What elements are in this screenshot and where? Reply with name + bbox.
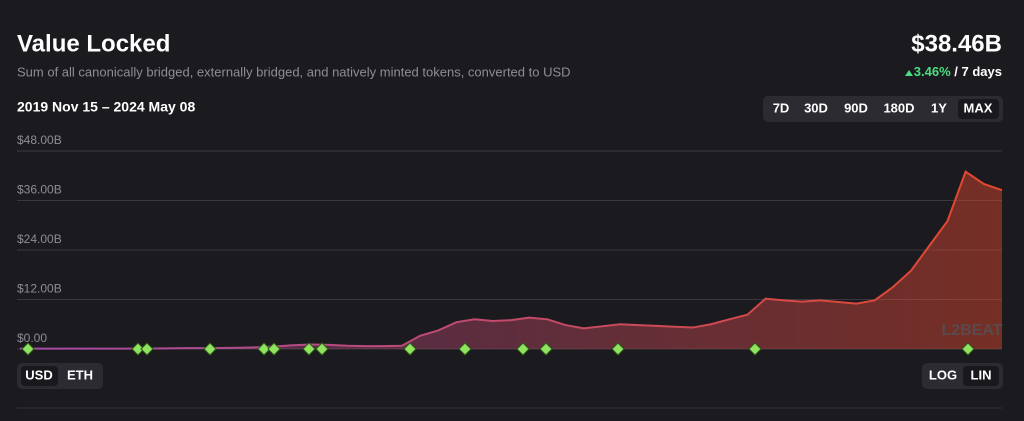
watermark: L2BEAT (941, 322, 1002, 339)
y-tick-label: $48.00B (17, 133, 62, 147)
event-marker[interactable] (302, 342, 316, 356)
event-marker[interactable] (748, 342, 762, 356)
range-button[interactable]: MAX (964, 100, 993, 115)
change-period: / 7 days (954, 64, 1002, 79)
event-marker[interactable] (140, 342, 154, 356)
event-marker[interactable] (21, 342, 35, 356)
event-marker[interactable] (267, 342, 281, 356)
event-marker[interactable] (539, 342, 553, 356)
event-marker[interactable] (961, 342, 975, 356)
plot: $0.00 $12.00B $24.00B $36.00B $48.00B (17, 133, 1003, 350)
title: Value Locked (17, 30, 170, 57)
event-marker[interactable] (203, 342, 217, 356)
total-value: $38.46B (911, 30, 1002, 57)
scale-button[interactable]: LIN (971, 367, 992, 382)
up-arrow (905, 70, 913, 76)
unit-active (21, 366, 58, 386)
event-markers (21, 342, 975, 356)
range-button[interactable]: 180D (883, 100, 914, 115)
event-marker[interactable] (403, 342, 417, 356)
y-tick-label: $36.00B (17, 183, 62, 197)
y-tick-label: $24.00B (17, 232, 62, 246)
scale-button[interactable]: LOG (929, 367, 957, 382)
range-button[interactable]: 30D (804, 100, 828, 115)
event-marker[interactable] (257, 342, 271, 356)
y-tick-label: $12.00B (17, 282, 62, 296)
range-active (958, 99, 999, 119)
subtitle: Sum of all canonically bridged, external… (17, 64, 571, 79)
area (20, 171, 1002, 349)
event-marker[interactable] (458, 342, 472, 356)
scale-active (963, 366, 999, 386)
event-marker[interactable] (516, 342, 530, 356)
event-marker[interactable] (315, 342, 329, 356)
line (20, 170, 1003, 350)
range-group (763, 96, 1003, 122)
change-percent: 3.46% (914, 64, 951, 79)
date-range: 2019 Nov 15 – 2024 May 08 (17, 99, 195, 115)
unit-button[interactable]: ETH (67, 367, 93, 382)
unit-button[interactable]: USD (25, 367, 52, 382)
range-button[interactable]: 7D (773, 100, 790, 115)
range-button[interactable]: 1Y (931, 100, 947, 115)
change: 3.46% / 7 days (914, 64, 1002, 79)
range-button[interactable]: 90D (844, 100, 868, 115)
event-marker[interactable] (131, 342, 145, 356)
event-marker[interactable] (611, 342, 625, 356)
y-tick-label: $0.00 (17, 331, 47, 345)
